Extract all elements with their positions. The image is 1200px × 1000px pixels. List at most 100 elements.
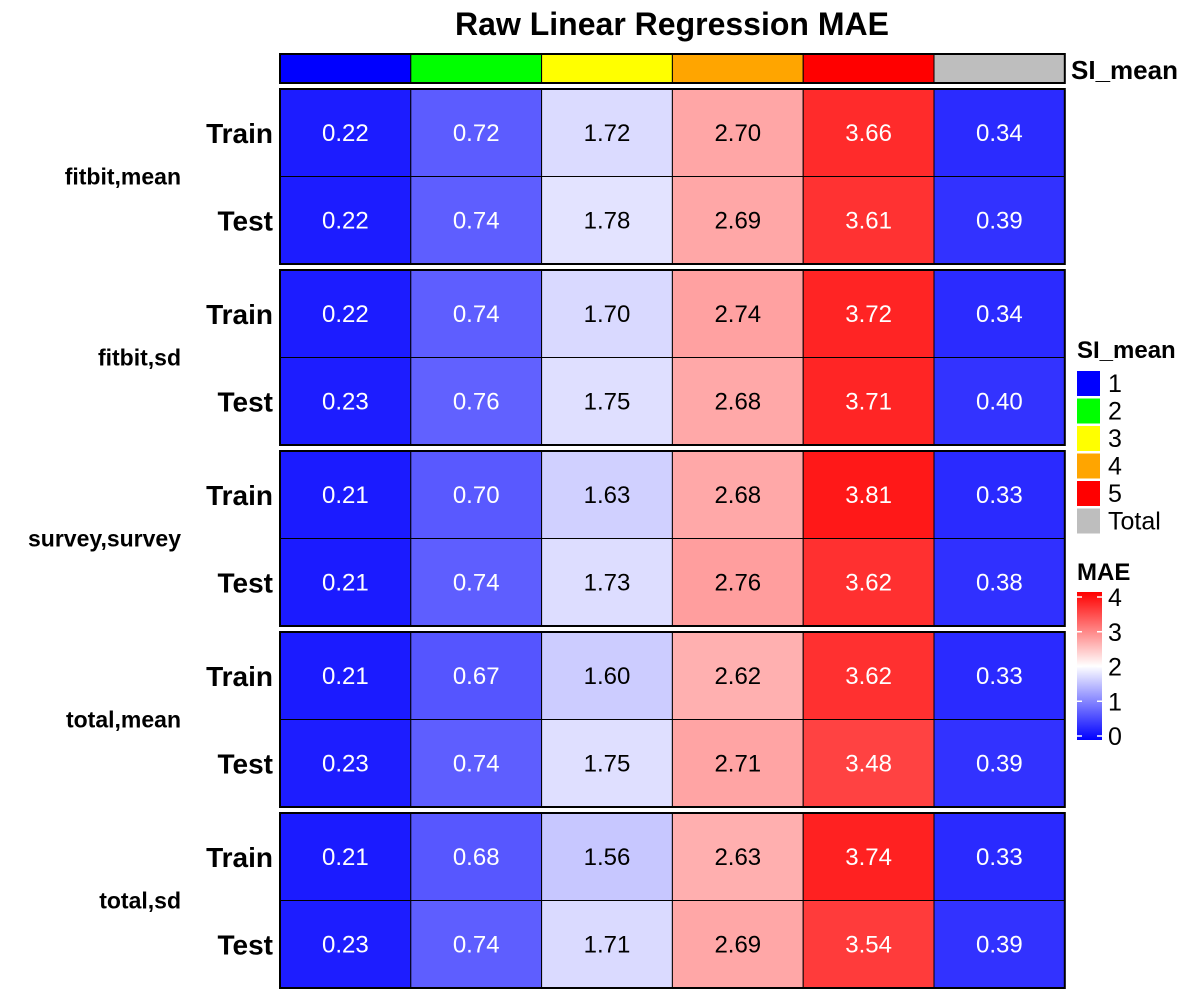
annotation-cell-total	[933, 53, 1066, 84]
row-group: 0.22 0.72 1.72 2.70 3.66 0.34 0.22 0.74 1.78 2.69…	[279, 88, 1066, 265]
cell-value-label: 0.33	[976, 844, 1023, 871]
heatmap-cell	[410, 176, 543, 265]
heatmap-cell	[410, 450, 543, 539]
heatmap-cell	[279, 900, 412, 989]
heatmap-cell	[671, 450, 804, 539]
group-label: fitbit,sd	[98, 345, 181, 371]
heatmap-cell	[279, 357, 412, 446]
heatmap-cell	[410, 538, 543, 627]
cell-value-label: 3.48	[845, 750, 892, 777]
cell-value-label: 0.39	[976, 207, 1023, 234]
group-label: total,sd	[99, 888, 181, 914]
heatmap-cell	[671, 900, 804, 989]
annotation-bar-label: SI_mean	[1071, 55, 1178, 85]
si-mean-legend-swatch	[1077, 426, 1100, 451]
si-mean-legend-swatch	[1077, 481, 1100, 506]
heatmap-cell	[410, 269, 543, 358]
cell-value-label: 2.76	[714, 569, 761, 596]
heatmap-cell	[541, 538, 673, 627]
cell-value-label: 0.21	[322, 569, 369, 596]
si-mean-legend-label: 4	[1108, 453, 1122, 481]
cell-value-label: 1.75	[584, 750, 631, 777]
cell-value-label: 0.72	[453, 120, 500, 147]
cell-value-label: 3.66	[845, 120, 892, 147]
cell-value-label: 0.38	[976, 569, 1023, 596]
heatmap-cell	[933, 269, 1066, 358]
mae-legend-tick-label: 1	[1108, 688, 1122, 716]
si-mean-legend-label: 3	[1108, 425, 1122, 453]
heatmap-cell	[541, 269, 673, 358]
si-mean-legend-swatch	[1077, 398, 1100, 424]
mae-legend: MAE 0 1 2 3 4	[1077, 559, 1130, 751]
cell-value-label: 2.63	[714, 844, 761, 871]
heatmap-cell	[933, 538, 1066, 627]
cell-value-label: 1.63	[584, 482, 631, 509]
row-label-test: Test	[218, 748, 274, 779]
si-mean-legend-swatch	[1077, 371, 1100, 396]
cell-value-label: 0.23	[322, 388, 369, 415]
cell-value-label: 0.23	[322, 931, 369, 958]
annotation-cell-3	[541, 53, 673, 84]
heatmap-cell	[933, 900, 1066, 989]
heatmap-cell	[933, 88, 1066, 177]
heatmap-cell	[541, 176, 673, 265]
cell-value-label: 0.21	[322, 482, 369, 509]
cell-value-label: 2.71	[714, 750, 761, 777]
heatmap-cell	[410, 357, 543, 446]
heatmap-cell	[410, 812, 543, 901]
annotation-bar-border	[279, 53, 1066, 84]
heatmap-cell	[279, 538, 412, 627]
cell-value-label: 0.74	[453, 569, 500, 596]
heatmap-cell	[802, 357, 935, 446]
heatmap-cell	[671, 88, 804, 177]
row-labels: Train Test fitbit,mean Train Test fitbit,sd Tr…	[28, 118, 273, 961]
heatmap-cell	[410, 900, 543, 989]
mae-legend-tick-label: 0	[1108, 723, 1122, 751]
cell-value-label: 0.21	[322, 844, 369, 871]
heatmap-cell	[933, 176, 1066, 265]
row-label-test: Test	[218, 929, 274, 960]
heatmap-body: 0.22 0.72 1.72 2.70 3.66 0.34 0.22 0.74 1.78 2.69…	[279, 88, 1066, 989]
mae-legend-tick-label: 4	[1108, 584, 1122, 612]
heatmap-cell	[933, 357, 1066, 446]
cell-value-label: 2.74	[714, 301, 761, 328]
row-label-train: Train	[206, 842, 273, 873]
row-label-train: Train	[206, 118, 273, 149]
row-label-train: Train	[206, 661, 273, 692]
si-mean-legend-title: SI_mean	[1077, 337, 1176, 364]
row-label-train: Train	[206, 299, 273, 330]
si-mean-legend-label: 5	[1108, 480, 1122, 508]
annotation-cell-1	[279, 53, 412, 84]
cell-value-label: 2.68	[714, 388, 761, 415]
cell-value-label: 0.23	[322, 750, 369, 777]
cell-value-label: 0.74	[453, 750, 500, 777]
cell-value-label: 0.76	[453, 388, 500, 415]
cell-value-label: 1.78	[584, 207, 631, 234]
row-label-train: Train	[206, 480, 273, 511]
cell-value-label: 1.75	[584, 388, 631, 415]
annotation-cell-4	[671, 53, 804, 84]
cell-value-label: 1.72	[584, 120, 631, 147]
cell-value-label: 1.71	[584, 931, 631, 958]
row-group: 0.21 0.67 1.60 2.62 3.62 0.33 0.23 0.74 1.75 2.71…	[279, 631, 1066, 808]
cell-value-label: 0.40	[976, 388, 1023, 415]
cell-value-label: 0.33	[976, 482, 1023, 509]
cell-value-label: 2.62	[714, 663, 761, 690]
heatmap-cell	[541, 900, 673, 989]
heatmap-cell	[541, 450, 673, 539]
heatmap-cell	[671, 538, 804, 627]
cell-value-label: 3.62	[845, 663, 892, 690]
group-label: total,mean	[66, 707, 181, 733]
cell-value-label: 3.62	[845, 569, 892, 596]
cell-value-label: 3.81	[845, 482, 892, 509]
annotation-cell-2	[410, 53, 543, 84]
heatmap-cell	[802, 538, 935, 627]
heatmap-cell	[671, 269, 804, 358]
cell-value-label: 2.70	[714, 120, 761, 147]
heatmap-cell	[671, 812, 804, 901]
heatmap-cell	[671, 176, 804, 265]
mae-legend-tick-label: 3	[1108, 619, 1122, 647]
cell-value-label: 3.72	[845, 301, 892, 328]
annotation-bar	[279, 53, 1066, 84]
